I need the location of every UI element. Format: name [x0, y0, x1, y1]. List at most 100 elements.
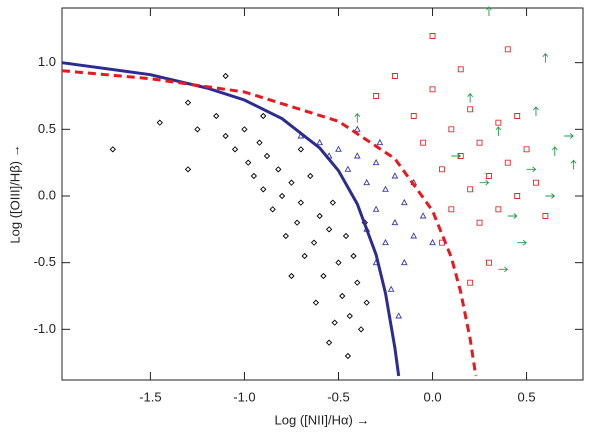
- point: [542, 52, 549, 63]
- x-tick-label: 0.5: [518, 389, 536, 404]
- point: [346, 312, 353, 320]
- point: [400, 258, 408, 266]
- point: [156, 119, 163, 126]
- point: [410, 113, 417, 119]
- point: [354, 112, 361, 123]
- point: [495, 206, 502, 213]
- point: [310, 239, 318, 246]
- point: [410, 232, 418, 239]
- point: [339, 292, 346, 300]
- point: [184, 99, 192, 106]
- point: [363, 178, 371, 186]
- point: [194, 126, 201, 133]
- point: [316, 138, 324, 146]
- point: [325, 339, 333, 346]
- y-tick-label: 0.0: [38, 187, 56, 202]
- point: [213, 112, 220, 120]
- point: [476, 139, 483, 146]
- point: [350, 252, 357, 260]
- point: [222, 132, 229, 140]
- point: [301, 252, 308, 260]
- point: [457, 66, 464, 73]
- point: [307, 172, 314, 180]
- point: [329, 199, 336, 206]
- curve: [61, 69, 478, 377]
- point: [467, 92, 473, 103]
- point: [354, 279, 361, 286]
- y-tick-label: -0.5: [34, 254, 56, 269]
- point: [184, 166, 192, 173]
- point: [429, 33, 436, 39]
- point: [391, 172, 399, 179]
- point: [526, 166, 537, 173]
- point: [382, 185, 389, 192]
- point: [467, 279, 474, 286]
- point: [391, 218, 399, 226]
- point: [357, 326, 365, 333]
- point: [344, 165, 352, 172]
- point: [320, 272, 327, 280]
- point: [260, 186, 267, 193]
- point: [297, 199, 305, 206]
- x-tick-label: 0.0: [423, 389, 441, 404]
- point: [498, 266, 509, 273]
- point: [282, 232, 289, 240]
- point: [335, 145, 342, 152]
- point: [372, 205, 380, 212]
- point: [495, 126, 502, 136]
- point: [533, 106, 539, 116]
- point: [429, 86, 436, 93]
- point: [486, 259, 492, 266]
- plot-frame: [61, 7, 584, 381]
- x-tick-label: -1.0: [233, 389, 255, 404]
- point: [400, 198, 408, 206]
- y-tick-label: -1.0: [34, 321, 56, 336]
- point: [507, 213, 518, 219]
- point: [545, 193, 556, 199]
- point: [457, 153, 464, 159]
- y-tick-label: 1.0: [38, 54, 56, 69]
- point: [331, 319, 338, 326]
- point: [395, 312, 403, 319]
- point: [570, 159, 577, 170]
- point: [438, 166, 445, 173]
- point: [419, 212, 427, 219]
- point: [467, 186, 474, 193]
- point: [533, 179, 539, 186]
- point: [429, 238, 436, 246]
- point: [514, 113, 521, 119]
- point: [269, 206, 276, 213]
- point: [486, 173, 492, 179]
- point: [363, 299, 370, 306]
- point: [109, 146, 116, 153]
- point: [263, 152, 271, 160]
- point: [325, 226, 333, 233]
- point: [241, 126, 248, 133]
- point: [344, 352, 352, 360]
- point: [260, 112, 267, 120]
- point: [391, 73, 398, 79]
- point: [387, 285, 395, 292]
- point: [551, 146, 558, 156]
- point: [504, 159, 511, 166]
- y-tick-label: 0.5: [38, 121, 56, 136]
- point: [523, 146, 530, 153]
- point: [517, 239, 527, 246]
- point: [372, 158, 380, 166]
- point: [293, 219, 301, 226]
- point: [542, 213, 549, 219]
- point: [486, 6, 492, 16]
- point: [222, 72, 229, 80]
- point: [275, 166, 282, 173]
- point: [373, 93, 380, 99]
- point: [564, 133, 574, 139]
- curve: [61, 61, 401, 377]
- point: [250, 172, 257, 180]
- x-tick-label: -0.5: [327, 389, 349, 404]
- point: [448, 126, 455, 133]
- point: [504, 46, 511, 53]
- point: [288, 179, 295, 186]
- point: [382, 238, 389, 246]
- x-axis-label: Log ([NII]/Hα) →: [275, 412, 370, 427]
